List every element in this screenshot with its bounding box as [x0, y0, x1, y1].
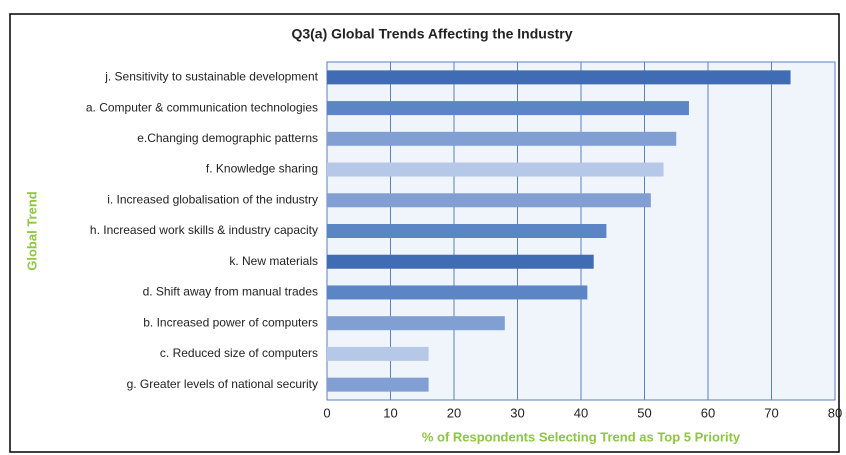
- x-tick-label: 50: [637, 405, 651, 420]
- bar: [327, 101, 689, 116]
- x-tick-label: 40: [574, 405, 588, 420]
- x-tick-label: 60: [701, 405, 715, 420]
- y-tick-label: c. Reduced size of computers: [160, 346, 318, 360]
- y-tick-label: g. Greater levels of national security: [127, 377, 318, 391]
- y-tick-label: k. New materials: [229, 254, 318, 268]
- x-tick-label: 30: [510, 405, 524, 420]
- y-tick-label: d. Shift away from manual trades: [143, 285, 318, 299]
- chart-title: Q3(a) Global Trends Affecting the Indust…: [291, 26, 572, 42]
- bar: [327, 70, 791, 85]
- bar: [327, 162, 664, 177]
- x-tick-label: 20: [447, 405, 461, 420]
- bar: [327, 316, 505, 331]
- bar: [327, 285, 588, 300]
- bar: [327, 193, 651, 208]
- x-tick-label: 80: [828, 405, 842, 420]
- y-tick-label: h. Increased work skills & industry capa…: [90, 223, 318, 237]
- bar: [327, 254, 594, 269]
- x-tick-label: 10: [383, 405, 397, 420]
- y-tick-label: e.Changing demographic patterns: [137, 131, 318, 145]
- bar: [327, 377, 429, 392]
- bar: [327, 131, 677, 146]
- bar: [327, 224, 607, 238]
- y-axis-label: Global Trend: [24, 191, 39, 271]
- y-tick-label: a. Computer & communication technologies: [86, 100, 318, 114]
- x-tick-label: 0: [323, 405, 330, 420]
- y-tick-label: f. Knowledge sharing: [206, 162, 318, 176]
- y-tick-label: i. Increased globalisation of the indust…: [107, 192, 318, 206]
- x-tick-label: 70: [764, 405, 778, 420]
- y-tick-label: b. Increased power of computers: [143, 315, 318, 329]
- y-tick-label: j. Sensitivity to sustainable developmen…: [104, 70, 318, 84]
- bar: [327, 346, 429, 361]
- x-axis-label: % of Respondents Selecting Trend as Top …: [422, 429, 741, 444]
